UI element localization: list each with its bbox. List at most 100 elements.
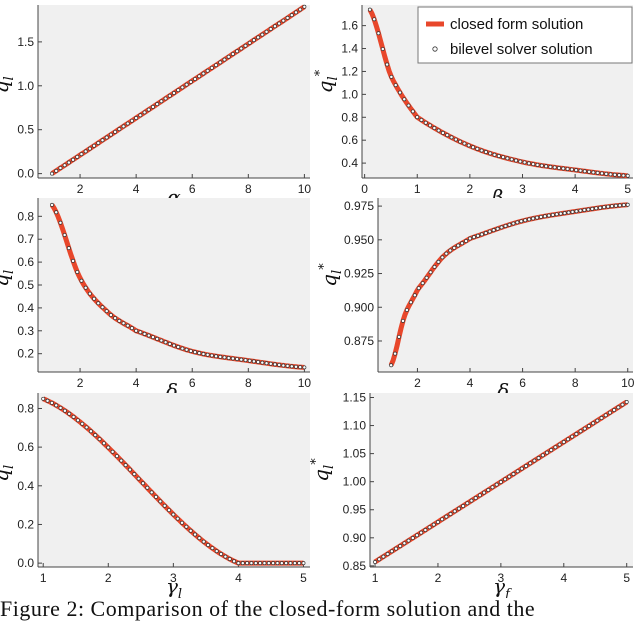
solver-point — [281, 18, 286, 23]
solver-point — [408, 300, 413, 305]
solver-point — [158, 499, 163, 504]
solver-point — [100, 138, 105, 143]
x-tick-label: 10 — [298, 376, 312, 390]
solver-point — [121, 124, 126, 129]
solver-point — [436, 520, 440, 524]
solver-point — [129, 118, 134, 123]
solver-point — [264, 361, 269, 366]
y-tick-label: 1.0 — [341, 87, 358, 101]
solver-point — [301, 561, 306, 566]
solver-point — [197, 536, 202, 541]
legend-label-closed-form: closed form solution — [450, 16, 583, 33]
solver-point — [251, 359, 256, 364]
solver-point — [469, 498, 474, 503]
solver-point — [393, 351, 398, 356]
solver-point — [598, 205, 603, 210]
x-tick-label: 2 — [105, 571, 112, 585]
solver-point — [465, 501, 470, 506]
solver-point — [415, 115, 420, 120]
solver-point — [515, 469, 520, 474]
solver-point — [142, 110, 147, 115]
solver-point — [197, 351, 202, 356]
solver-point — [106, 445, 111, 450]
y-tick-label: 1.6 — [341, 19, 358, 33]
y-tick-label: 0.950 — [344, 233, 374, 247]
chart-panel: 1 2 3 4 5 0.0 0.2 0.4 0.6 0.8 γl ql* — [0, 393, 310, 598]
solver-point — [509, 157, 514, 162]
solver-point — [535, 162, 540, 167]
solver-point — [45, 398, 50, 403]
solver-point — [514, 158, 518, 163]
y-axis-label: ql* — [0, 263, 17, 287]
x-tick-label: 0 — [361, 182, 368, 196]
solver-point — [505, 156, 510, 161]
y-tick-label: 0.7 — [17, 232, 34, 246]
solver-point — [570, 434, 575, 439]
x-tick-label: 4 — [560, 571, 567, 585]
solver-point — [167, 341, 172, 346]
x-tick-label: 2 — [435, 571, 442, 585]
solver-point — [432, 264, 437, 269]
solver-point — [108, 312, 113, 317]
solver-point — [256, 360, 261, 364]
solver-point — [574, 168, 579, 173]
solver-point — [54, 210, 59, 215]
solver-point — [117, 318, 122, 323]
y-tick-label: 1.10 — [343, 419, 367, 433]
solver-point — [163, 340, 168, 345]
x-tick-label: 1 — [40, 571, 47, 585]
solver-point — [285, 15, 290, 20]
legend-label-bilevel: bilevel solver solution — [450, 41, 593, 58]
solver-point — [239, 46, 244, 51]
solver-point — [420, 281, 425, 286]
x-tick-label: 5 — [623, 571, 630, 585]
solver-point — [574, 432, 579, 436]
solver-point — [155, 102, 160, 107]
solver-point — [62, 163, 67, 168]
solver-point — [239, 357, 244, 362]
solver-point — [87, 291, 92, 296]
solver-point — [175, 516, 180, 521]
solver-point — [549, 448, 554, 452]
solver-point — [603, 413, 608, 418]
solver-point — [600, 171, 604, 176]
solver-point — [129, 326, 134, 331]
solver-point — [460, 241, 465, 246]
solver-point — [479, 148, 484, 153]
solver-point — [381, 554, 386, 559]
solver-point — [180, 346, 185, 351]
figure-caption: Figure 2: Comparison of the closed-form … — [0, 596, 536, 621]
solver-point — [176, 345, 181, 349]
solver-point — [222, 57, 227, 62]
solver-point — [80, 421, 85, 426]
solver-point — [483, 230, 488, 235]
solver-point — [138, 113, 143, 118]
solver-point — [587, 424, 591, 428]
solver-point — [184, 347, 189, 352]
solver-point — [503, 224, 508, 228]
solver-point — [578, 429, 583, 434]
solver-point — [620, 402, 625, 407]
solver-point — [428, 270, 433, 275]
solver-point — [488, 151, 493, 156]
solver-point — [503, 477, 508, 482]
solver-point — [495, 226, 500, 231]
solver-point — [145, 485, 150, 490]
solver-point — [570, 209, 575, 214]
solver-point — [372, 17, 377, 22]
solver-point — [376, 31, 381, 36]
solver-point — [621, 173, 626, 178]
solver-point — [226, 356, 231, 360]
solver-point — [201, 71, 206, 76]
solver-point — [141, 481, 145, 486]
solver-point — [226, 54, 231, 59]
solver-point — [401, 318, 405, 323]
solver-point — [132, 472, 137, 477]
y-tick-label: 1.05 — [343, 447, 367, 461]
x-tick-label: 1 — [414, 182, 421, 196]
solver-point — [402, 97, 407, 102]
y-axis-label: ql* — [0, 69, 17, 93]
solver-point — [624, 400, 629, 404]
y-tick-label: 0.4 — [17, 479, 34, 493]
solver-point — [532, 458, 537, 463]
